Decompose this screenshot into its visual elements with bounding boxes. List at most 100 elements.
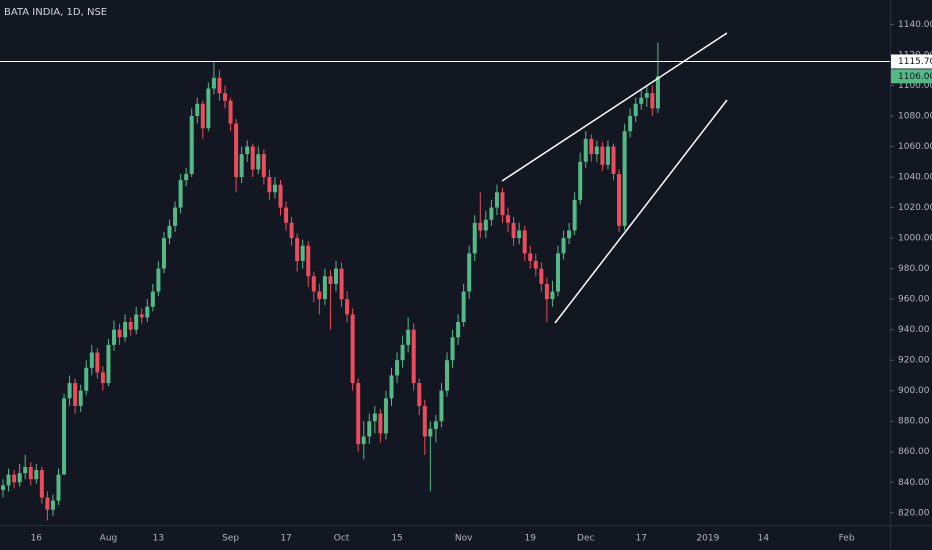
x-tick-label: 2019 — [696, 534, 719, 544]
candle-body — [655, 76, 660, 109]
candle-body — [139, 314, 144, 318]
trend-line — [554, 99, 728, 324]
x-tick-label: Oct — [334, 534, 350, 544]
y-tick-label: 1020.00 — [898, 203, 932, 213]
candle-body — [311, 276, 316, 292]
candle-body — [550, 291, 555, 300]
x-tick-label: Sep — [222, 534, 239, 544]
candle-body — [73, 383, 78, 406]
candle-body — [406, 329, 411, 345]
candle-body — [128, 322, 133, 330]
candle-body — [572, 199, 577, 231]
candle-body — [261, 154, 266, 178]
x-tick-label: 19 — [525, 534, 537, 544]
candle-body — [206, 88, 211, 129]
candle-body — [439, 390, 444, 422]
candle-body — [522, 230, 527, 254]
candle-body — [378, 413, 383, 434]
y-tick-label: 1100.00 — [898, 81, 932, 91]
candle-body — [117, 329, 122, 338]
candle-body — [234, 123, 239, 178]
candle-body — [167, 225, 172, 239]
candle-body — [600, 146, 605, 165]
y-tick-label: 980.00 — [898, 264, 930, 274]
candle-body — [650, 93, 655, 109]
candles — [1, 42, 660, 521]
candle-body — [506, 215, 511, 223]
candle-body — [56, 474, 61, 501]
candle-body — [156, 268, 161, 292]
candle-body — [517, 230, 522, 239]
candle-body — [278, 184, 283, 208]
candle-body — [178, 180, 183, 208]
candle-body — [50, 500, 55, 510]
candle-body — [389, 375, 394, 399]
candle-body — [644, 93, 649, 98]
candle-body — [594, 146, 599, 155]
price-line-label-box — [891, 54, 932, 69]
x-tick-label: 14 — [758, 534, 770, 544]
candle-body — [528, 253, 533, 261]
candle-body — [239, 154, 244, 178]
candle-body — [478, 222, 483, 231]
candle-body — [300, 245, 305, 261]
candle-body — [361, 436, 366, 445]
candle-body — [78, 390, 83, 406]
x-tick-label: Dec — [577, 534, 594, 544]
chart-title: BATA INDIA, 1D, NSE — [4, 7, 107, 18]
candle-body — [223, 93, 227, 101]
y-tick-label: 880.00 — [898, 417, 930, 427]
candle-body — [17, 473, 22, 483]
candle-body — [245, 146, 250, 155]
y-tick-label: 1060.00 — [898, 142, 932, 152]
y-tick-label: 940.00 — [898, 325, 930, 335]
candle-body — [428, 428, 433, 437]
y-tick-label: 1040.00 — [898, 173, 932, 183]
y-tick-label: 920.00 — [898, 356, 930, 366]
candle-body — [483, 219, 488, 231]
candle-body — [173, 207, 178, 226]
candle-body — [611, 146, 616, 174]
candle-body — [112, 329, 116, 345]
candle-body — [622, 131, 627, 226]
candle-body — [123, 322, 128, 338]
candle-body — [578, 161, 583, 200]
candle-body — [84, 367, 89, 391]
candle-body — [100, 372, 105, 384]
candle-body — [422, 405, 427, 437]
candle-body — [472, 222, 477, 254]
candle-body — [589, 138, 594, 155]
candle-body — [456, 322, 461, 338]
y-tick-label: 1000.00 — [898, 234, 932, 244]
trend-line — [501, 32, 728, 182]
candle-body — [23, 467, 28, 474]
candle-body — [633, 103, 638, 116]
y-tick-label: 840.00 — [898, 478, 930, 488]
candle-body — [417, 383, 422, 406]
candle-body — [150, 291, 155, 307]
y-tick-label: 820.00 — [898, 508, 930, 518]
candle-body — [489, 207, 494, 220]
candle-body — [1, 485, 5, 490]
candle-body — [467, 253, 472, 292]
candle-body — [461, 291, 466, 323]
candle-body — [200, 103, 205, 129]
candle-body — [494, 192, 499, 208]
candle-body — [617, 173, 622, 226]
candle-body — [217, 77, 222, 94]
candle-body — [450, 337, 455, 361]
y-tick-label: 1140.00 — [898, 20, 932, 30]
y-tick-label: 960.00 — [898, 295, 930, 305]
candle-body — [322, 276, 327, 300]
candle-body — [539, 268, 544, 284]
candle-body — [145, 306, 150, 318]
candle-body — [39, 470, 44, 498]
axes: 820.00 840.00 860.00 880.00 900.00 920.00 940.… — [0, 20, 932, 544]
candle-body — [567, 230, 572, 239]
candle-body — [34, 470, 39, 480]
candle-body — [350, 314, 355, 384]
candle-body — [62, 398, 67, 475]
y-tick-label: 1080.00 — [898, 111, 932, 121]
candle-body — [639, 97, 644, 104]
